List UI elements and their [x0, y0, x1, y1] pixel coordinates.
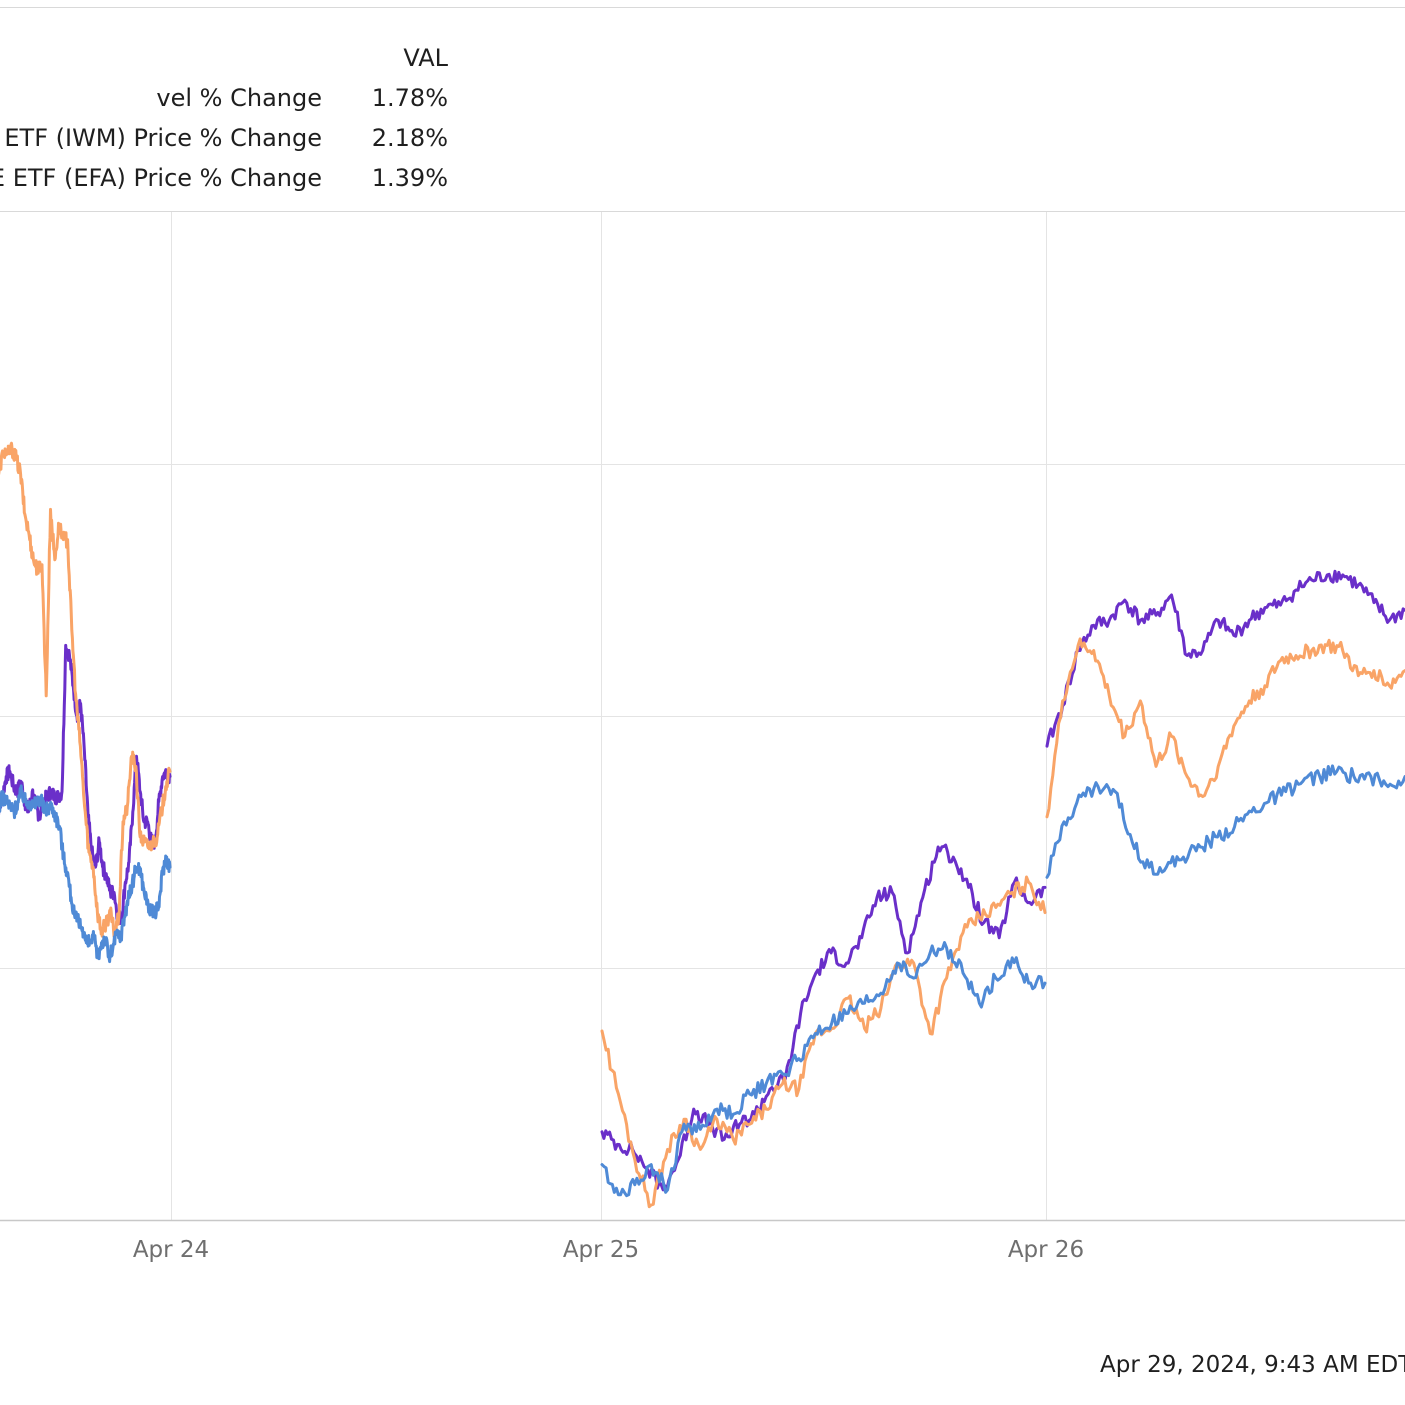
legend-table: VAL vel % Change 1.78% 00 ETF (IWM) Pric…	[0, 44, 460, 204]
series-line	[600, 875, 1047, 1209]
x-tick-label: Apr 24	[133, 1237, 209, 1263]
series-line	[600, 941, 1047, 1198]
legend-series-value: 2.18%	[371, 124, 448, 152]
legend-row: 00 ETF (IWM) Price % Change 2.18%	[0, 124, 460, 164]
legend-header: VAL	[0, 44, 460, 84]
series-line	[0, 643, 172, 926]
series-line	[0, 441, 172, 938]
legend-series-name: vel % Change	[156, 84, 322, 112]
legend-series-value: 1.78%	[371, 84, 448, 112]
legend-row: vel % Change 1.78%	[0, 84, 460, 124]
x-tick-label: Apr 26	[1008, 1237, 1084, 1263]
legend-divider	[0, 211, 1405, 212]
legend-series-name: E ETF (EFA) Price % Change	[0, 164, 322, 192]
series-line	[600, 843, 1047, 1192]
x-tick-label: Apr 25	[563, 1237, 639, 1263]
legend-row: E ETF (EFA) Price % Change 1.39%	[0, 164, 460, 204]
legend-column-header: VAL	[403, 44, 448, 72]
series-line	[1045, 764, 1405, 879]
series-line	[0, 784, 172, 964]
series-line	[1045, 569, 1405, 748]
top-divider	[0, 7, 1405, 8]
legend-series-value: 1.39%	[371, 164, 448, 192]
legend-series-name: 00 ETF (IWM) Price % Change	[0, 124, 322, 152]
series-line	[1045, 637, 1405, 819]
footer-timestamp: Apr 29, 2024, 9:43 AM EDT Po	[1100, 1352, 1405, 1378]
